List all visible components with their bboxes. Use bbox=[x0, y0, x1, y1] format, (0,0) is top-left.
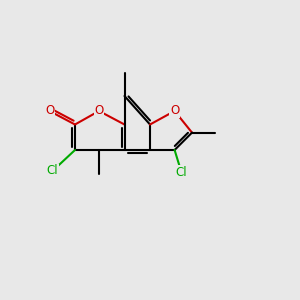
Text: O: O bbox=[170, 104, 179, 118]
Text: Cl: Cl bbox=[47, 164, 58, 178]
Text: O: O bbox=[45, 104, 54, 118]
Text: O: O bbox=[94, 104, 103, 118]
Text: Cl: Cl bbox=[176, 166, 187, 179]
